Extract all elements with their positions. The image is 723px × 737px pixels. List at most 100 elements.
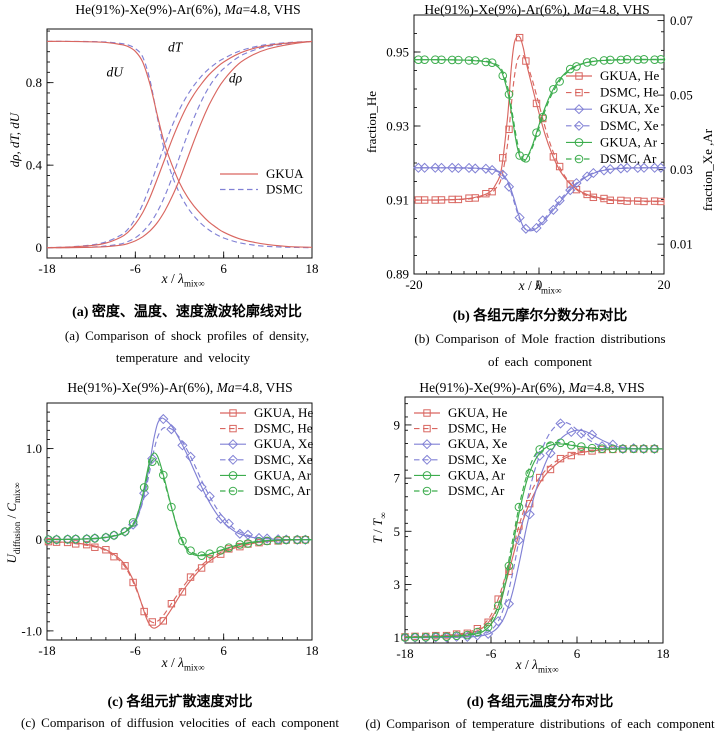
t2-var: T (370, 518, 386, 527)
svg-text:DSMC, He: DSMC, He (254, 421, 313, 436)
svg-text:GKUA, Xe: GKUA, Xe (600, 101, 659, 116)
lambda-var: λ (532, 657, 538, 672)
x-sep: / (167, 655, 179, 670)
svg-text:DSMC, Ar: DSMC, Ar (448, 483, 505, 498)
t-var: T (370, 536, 386, 544)
caption-d-chinese: (d) 各组元温度分布对比 (466, 695, 614, 710)
svg-text:GKUA: GKUA (266, 166, 304, 181)
x-var: x (515, 657, 522, 672)
chart-c-line-dsmc-xe (46, 427, 313, 541)
chart-a-ticks (46, 30, 313, 259)
chart-d-ticks (404, 403, 664, 644)
svg-text:0.95: 0.95 (386, 45, 409, 60)
caption-a-english-line2: temperature and velocity (115, 350, 251, 365)
svg-text:GKUA, Xe: GKUA, Xe (448, 436, 507, 451)
chart-b-series (413, 33, 666, 234)
svg-text:3: 3 (394, 577, 401, 592)
chart-c-line-gkua-he (46, 539, 313, 629)
lambda-var: λ (178, 271, 184, 286)
svg-text:18: 18 (657, 646, 670, 661)
chart-a-title-ma: Ma (224, 2, 243, 17)
t-sub: ∞ (377, 512, 388, 519)
svg-text:-20: -20 (405, 277, 422, 292)
svg-text:GKUA, Xe: GKUA, Xe (254, 436, 313, 451)
chart-b-title-prefix: He(91%)-Xe(9%)-Ar(6%), (424, 2, 574, 17)
chart-d-title-ma: Ma (568, 380, 587, 395)
chart-a-tick-labels: -18 -6 6 18 0 0.4 0.8 (26, 75, 319, 276)
chart-b-title: He(91%)-Xe(9%)-Ar(6%), Ma=4.8, VHS (424, 2, 649, 18)
svg-text:-1.0: -1.0 (21, 623, 42, 638)
chart-a-series (46, 40, 313, 249)
x-sub: mix∞ (183, 278, 205, 289)
chart-b-yaxis-right-label: fraction_Xe ,Ar (700, 128, 715, 212)
c-sep: / (4, 511, 20, 522)
svg-text:GKUA, He: GKUA, He (254, 405, 313, 420)
x-sub: mix∞ (537, 664, 559, 675)
x-var: x (161, 271, 168, 286)
svg-text:0.4: 0.4 (26, 158, 43, 173)
svg-text:-18: -18 (396, 646, 413, 661)
chart-a-curve-label: dU (106, 64, 124, 79)
chart-a-yaxis-label: dρ, dT, dU (7, 112, 22, 168)
svg-text:GKUA, He: GKUA, He (448, 405, 507, 420)
svg-text:DSMC, Xe: DSMC, Xe (600, 118, 659, 133)
svg-text:-18: -18 (38, 643, 55, 658)
chart-d-line-gkua-he (404, 448, 664, 638)
chart-a-line-gkua-du (46, 40, 313, 248)
chart-d-xaxis-label: x / λmix∞ (516, 657, 559, 675)
svg-text:7: 7 (394, 471, 401, 486)
caption-b-english-line2: of each component (488, 354, 592, 369)
u-var: U (4, 554, 20, 564)
chart-c-title-ma: Ma (216, 380, 235, 395)
u-sub: diffusion (11, 521, 22, 555)
chart-c-title-prefix: He(91%)-Xe(9%)-Ar(6%), (67, 380, 217, 395)
x-sub: mix∞ (183, 662, 205, 673)
svg-text:20: 20 (658, 277, 671, 292)
chart-a-line-dsmc-dt (46, 40, 313, 249)
svg-text:1: 1 (394, 630, 401, 645)
svg-text:0.05: 0.05 (670, 88, 693, 103)
svg-text:-18: -18 (38, 261, 55, 276)
caption-a-chinese: (a) 密度、温度、速度激波轮廓线对比 (72, 305, 302, 320)
chart-b-line-dsmc-he (413, 53, 664, 203)
svg-text:DSMC, Ar: DSMC, Ar (600, 151, 657, 166)
svg-text:GKUA, Ar: GKUA, Ar (600, 134, 658, 149)
svg-text:6: 6 (220, 261, 227, 276)
svg-text:0.01: 0.01 (670, 237, 693, 252)
chart-d-yaxis-label: T / T∞ (370, 512, 388, 543)
x-var: x (518, 278, 525, 293)
chart-c-line-gkua-ar (46, 452, 313, 557)
chart-b-title-ma: Ma (573, 2, 592, 17)
chart-b-line-dsmc-ar (414, 58, 665, 161)
chart-d-line-gkua-ar (404, 443, 663, 638)
svg-text:DSMC, Xe: DSMC, Xe (448, 452, 507, 467)
chart-c-line-dsmc-he (46, 539, 313, 624)
svg-text:DSMC, Ar: DSMC, Ar (254, 483, 311, 498)
chart-c-title: He(91%)-Xe(9%)-Ar(6%), Ma=4.8, VHS (67, 380, 292, 396)
chart-b-xaxis-label: x / λmix∞ (519, 278, 562, 296)
svg-text:0.8: 0.8 (26, 75, 42, 90)
svg-text:18: 18 (306, 643, 319, 658)
chart-b-title-suffix: =4.8, VHS (591, 2, 650, 17)
caption-c-english: (c) Comparison of diffusion velocities o… (21, 715, 339, 730)
svg-text:0.91: 0.91 (386, 193, 409, 208)
c-sub: mix∞ (11, 482, 22, 503)
svg-text:0.07: 0.07 (670, 13, 693, 28)
chart-a-line-gkua-dt (46, 40, 313, 249)
svg-text:DSMC: DSMC (266, 182, 303, 197)
caption-b-chinese: (b) 各组元摩尔分数分布对比 (452, 309, 628, 324)
chart-d-line-dsmc-xe (404, 421, 663, 639)
svg-text:-6: -6 (130, 261, 141, 276)
chart-a-curve-label: dρ (229, 71, 243, 86)
chart-b-yaxis-left-label: fraction_He (364, 90, 379, 154)
chart-d-series (401, 418, 664, 643)
svg-text:0.89: 0.89 (386, 267, 409, 282)
chart-c-tick-labels: -18 -6 6 18 -1.0 0 1.0 (21, 441, 318, 658)
svg-text:0: 0 (36, 532, 43, 547)
chart-d-tick-labels: -18 -6 6 18 1 3 5 7 9 (394, 417, 670, 661)
svg-text:18: 18 (306, 261, 319, 276)
t-sep: / (370, 526, 386, 537)
